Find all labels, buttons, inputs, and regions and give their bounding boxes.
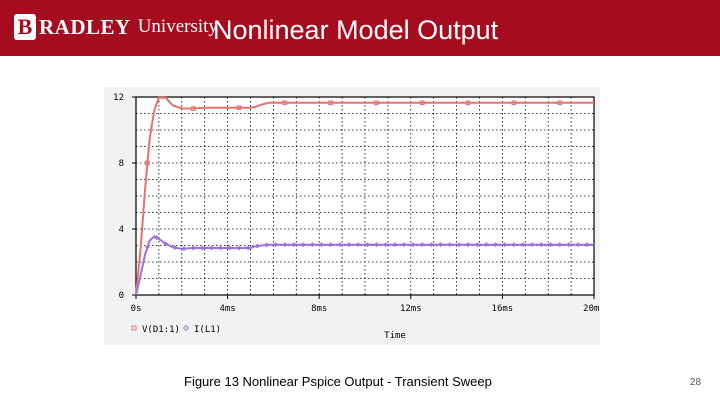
figure-caption: Figure 13 Nonlinear Pspice Output - Tran… xyxy=(184,374,492,389)
legend-label-2: I(L1) xyxy=(194,325,221,335)
series-2-marker xyxy=(245,245,251,251)
series-2-marker xyxy=(145,244,150,250)
series-2-marker xyxy=(483,242,489,248)
chart-panel: 0s 4ms 8ms 12ms 16ms 20ms 0 4 8 12 Time V(D1:1) I(L… xyxy=(104,87,600,345)
series-2-marker xyxy=(557,242,563,248)
slide-header: B RADLEY University Nonlinear Model Outp… xyxy=(0,0,720,56)
tick-labels: 0s 4ms 8ms 12ms 16ms 20ms 0 4 8 12 Time xyxy=(113,93,600,341)
x-tick-label: 16ms xyxy=(492,304,514,314)
logo-initial: B xyxy=(17,14,33,39)
series-1-marker xyxy=(145,160,150,166)
series-2-marker xyxy=(401,242,407,248)
series-2-marker xyxy=(190,245,196,251)
logo-emblem: B xyxy=(14,14,36,40)
series-2-marker xyxy=(328,242,334,248)
series-2-marker xyxy=(181,246,187,252)
series-2-marker xyxy=(383,242,389,248)
logo-wordmark: RADLEY xyxy=(39,14,131,39)
series-2-marker xyxy=(264,242,269,248)
series-2-marker xyxy=(172,245,178,250)
y-tick-label: 12 xyxy=(113,93,124,103)
series-2-marker xyxy=(538,242,544,248)
series-2-marker xyxy=(447,242,453,248)
x-tick-label: 20ms xyxy=(583,304,600,314)
series-2-marker xyxy=(236,245,242,251)
series-2-marker xyxy=(282,242,288,248)
transient-chart: 0s 4ms 8ms 12ms 16ms 20ms 0 4 8 12 Time V(D1:1) I(L… xyxy=(113,93,600,341)
series-1-marker xyxy=(328,100,333,106)
legend-marker-diamond xyxy=(182,324,190,332)
series-2-marker xyxy=(355,242,361,248)
legend: V(D1:1) I(L1) xyxy=(131,324,221,335)
series-1-marker xyxy=(374,100,379,106)
series-2-marker xyxy=(392,242,398,248)
series-line-2 xyxy=(135,235,594,296)
axes xyxy=(132,96,595,299)
series-2-marker xyxy=(291,242,297,248)
series-2-marker xyxy=(227,245,233,251)
series-2-marker xyxy=(337,242,343,248)
series-2-marker xyxy=(419,242,425,248)
x-tick-label: 0s xyxy=(131,304,142,314)
series-1-marker xyxy=(236,105,242,111)
series-2-marker xyxy=(566,242,572,248)
series-2-marker xyxy=(154,235,160,241)
series-2-marker xyxy=(410,242,416,248)
series-2-marker xyxy=(520,242,526,248)
series-1-marker xyxy=(282,100,288,106)
series-2-marker xyxy=(218,245,224,251)
series-1-marker xyxy=(419,100,425,106)
y-tick-label: 0 xyxy=(119,291,124,301)
plot-frame xyxy=(135,96,595,296)
legend-marker-square xyxy=(131,325,137,331)
series-2-marker xyxy=(300,242,306,248)
series-2-marker xyxy=(199,245,205,251)
series-1-marker xyxy=(557,100,562,106)
page-number: 28 xyxy=(690,377,702,388)
series-2-marker xyxy=(374,242,379,248)
grid xyxy=(136,97,594,295)
series-2-marker xyxy=(548,242,553,248)
series-2-marker xyxy=(319,242,324,248)
series-2-marker xyxy=(493,242,498,248)
y-tick-label: 8 xyxy=(119,159,124,169)
series-1-marker xyxy=(511,100,517,106)
x-tick-label: 8ms xyxy=(311,304,327,314)
series-2-marker xyxy=(456,242,462,248)
slide-title: Nonlinear Model Output xyxy=(213,15,499,45)
series-2-marker xyxy=(529,242,535,248)
series-2-marker xyxy=(474,242,480,248)
series-2-marker xyxy=(438,242,444,248)
series-2-marker xyxy=(428,242,434,248)
bradley-logo: B RADLEY University xyxy=(14,13,218,41)
series-2-marker xyxy=(346,242,352,248)
series-lines xyxy=(135,96,594,296)
series-2-marker xyxy=(273,242,279,248)
series-1-marker xyxy=(190,106,196,111)
series-2-marker xyxy=(465,242,471,248)
series-2-marker xyxy=(575,242,581,248)
y-tick-label: 4 xyxy=(119,225,124,235)
x-axis-label: Time xyxy=(384,331,406,341)
series-2-marker xyxy=(511,242,517,248)
series-2-marker xyxy=(364,242,370,248)
series-1-marker xyxy=(465,100,471,106)
logo-university: University xyxy=(137,16,218,37)
series-2-marker xyxy=(502,242,508,248)
series-2-marker xyxy=(163,241,169,247)
series-2-marker xyxy=(254,243,260,249)
series-2-marker xyxy=(584,242,590,248)
series-2-marker xyxy=(309,242,315,248)
x-tick-label: 12ms xyxy=(400,304,422,314)
x-tick-label: 4ms xyxy=(219,304,235,314)
series-2-marker xyxy=(209,245,215,251)
legend-label-1: V(D1:1) xyxy=(142,325,180,335)
series-line-1 xyxy=(135,96,594,296)
